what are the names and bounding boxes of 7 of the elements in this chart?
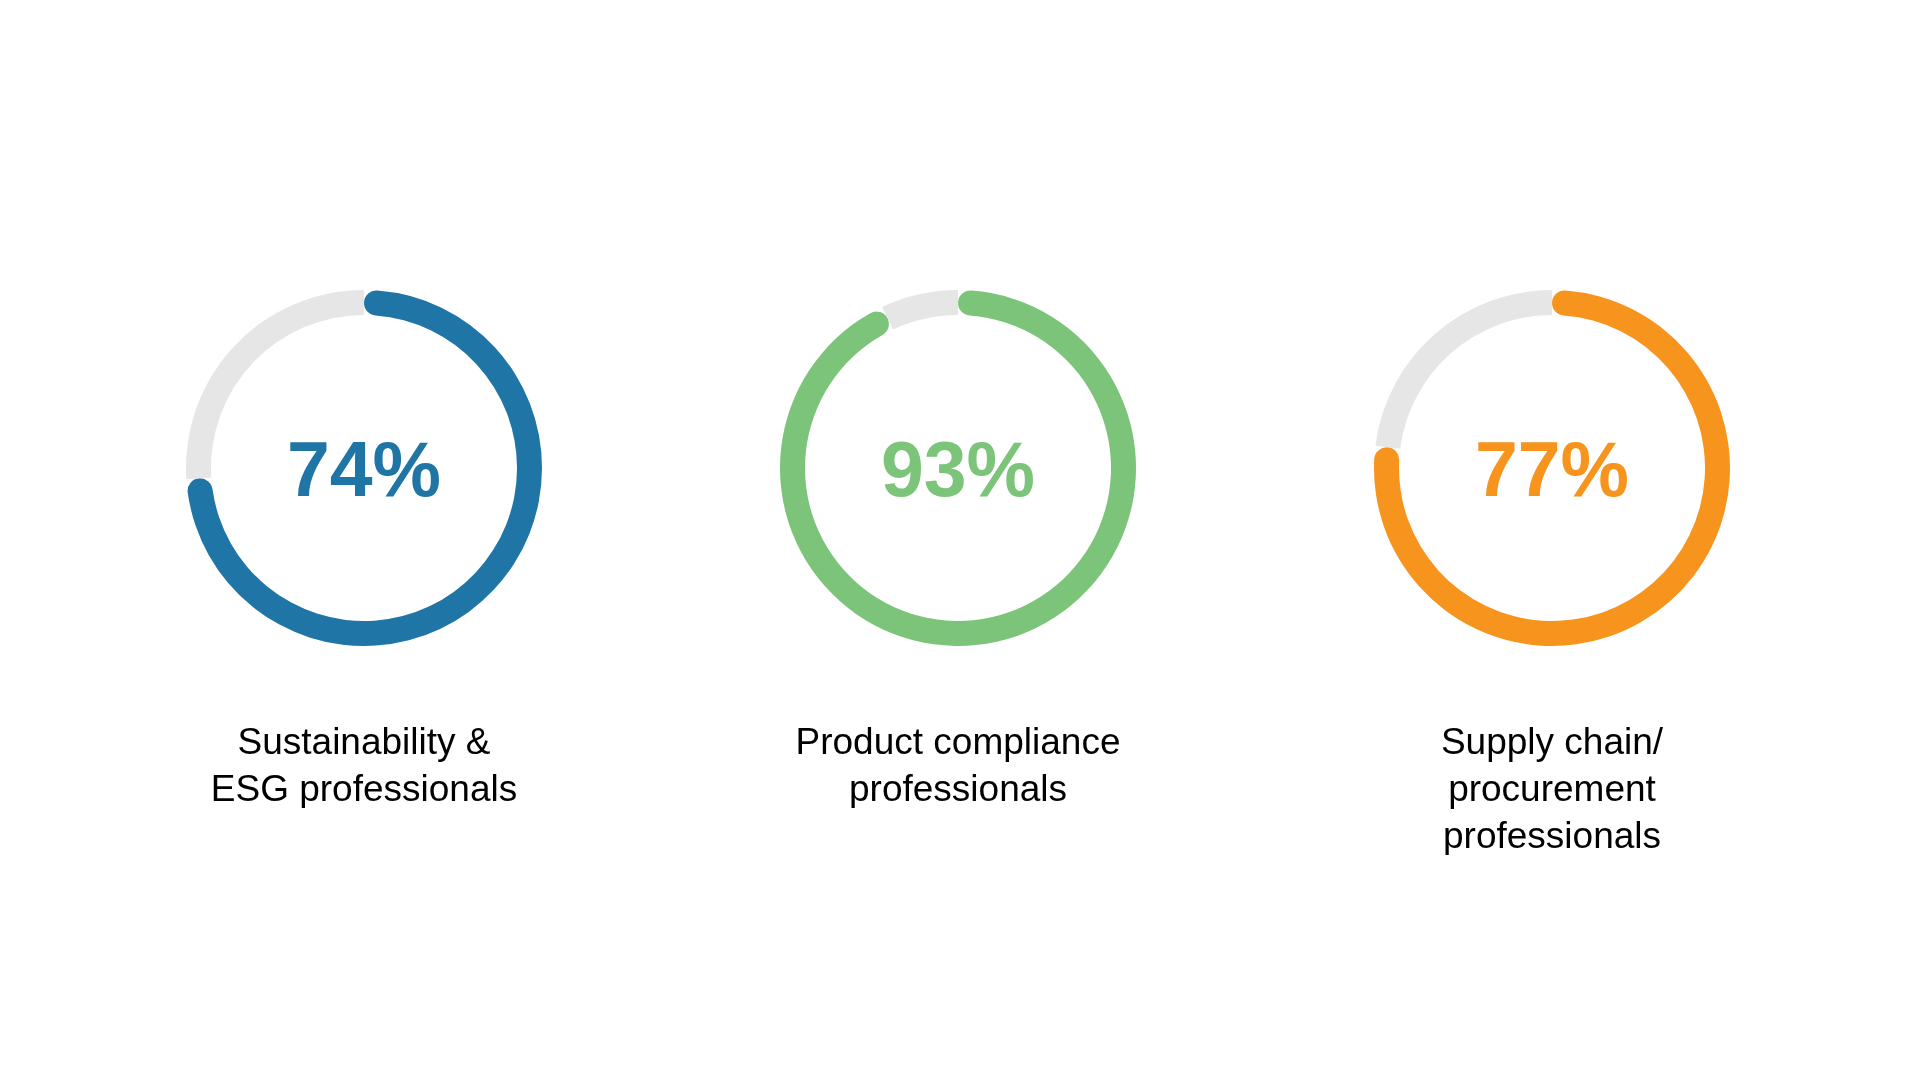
donut-slice [882,290,958,330]
donut-slice [780,290,1136,646]
data-label: 93% [880,425,1036,512]
data-label: 74% [286,425,442,512]
donut-slice [187,290,542,646]
donut-slice [1374,290,1730,646]
data-label: 77% [1474,425,1630,512]
